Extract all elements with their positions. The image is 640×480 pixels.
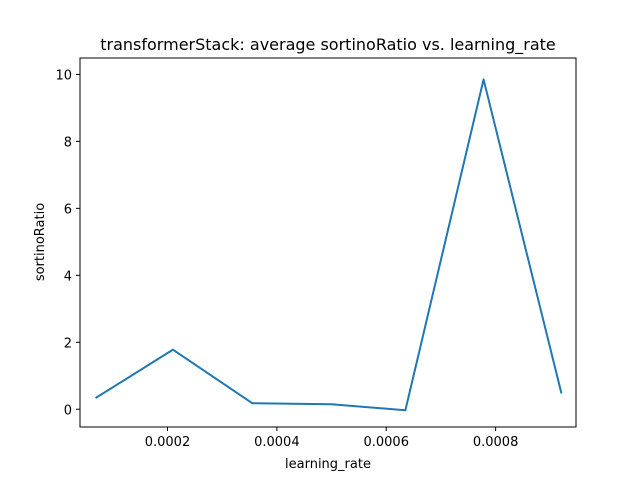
series-layer: [95, 78, 563, 412]
y-tick-label: 2: [64, 336, 72, 351]
ticks-layer: 0.0002 0.0004 0.0006 0.0008 0 2 4 6 8 10: [55, 68, 518, 450]
y-tick-label: 0: [64, 403, 72, 418]
y-tick-label: 4: [64, 269, 72, 284]
y-tick-label: 10: [55, 68, 72, 83]
x-tick-label: 0.0006: [363, 435, 409, 450]
y-axis-label: sortinoRatio: [33, 203, 48, 281]
y-tick-label: 6: [64, 202, 72, 217]
x-tick-label: 0.0002: [145, 435, 191, 450]
x-tick-label: 0.0008: [473, 435, 519, 450]
plot-area: [80, 58, 576, 427]
y-tick-label: 8: [64, 135, 72, 150]
x-tick-label: 0.0004: [254, 435, 300, 450]
x-axis-label: learning_rate: [285, 457, 371, 472]
chart-title: transformerStack: average sortinoRatio v…: [100, 35, 555, 55]
plot-frame: [79, 57, 577, 428]
